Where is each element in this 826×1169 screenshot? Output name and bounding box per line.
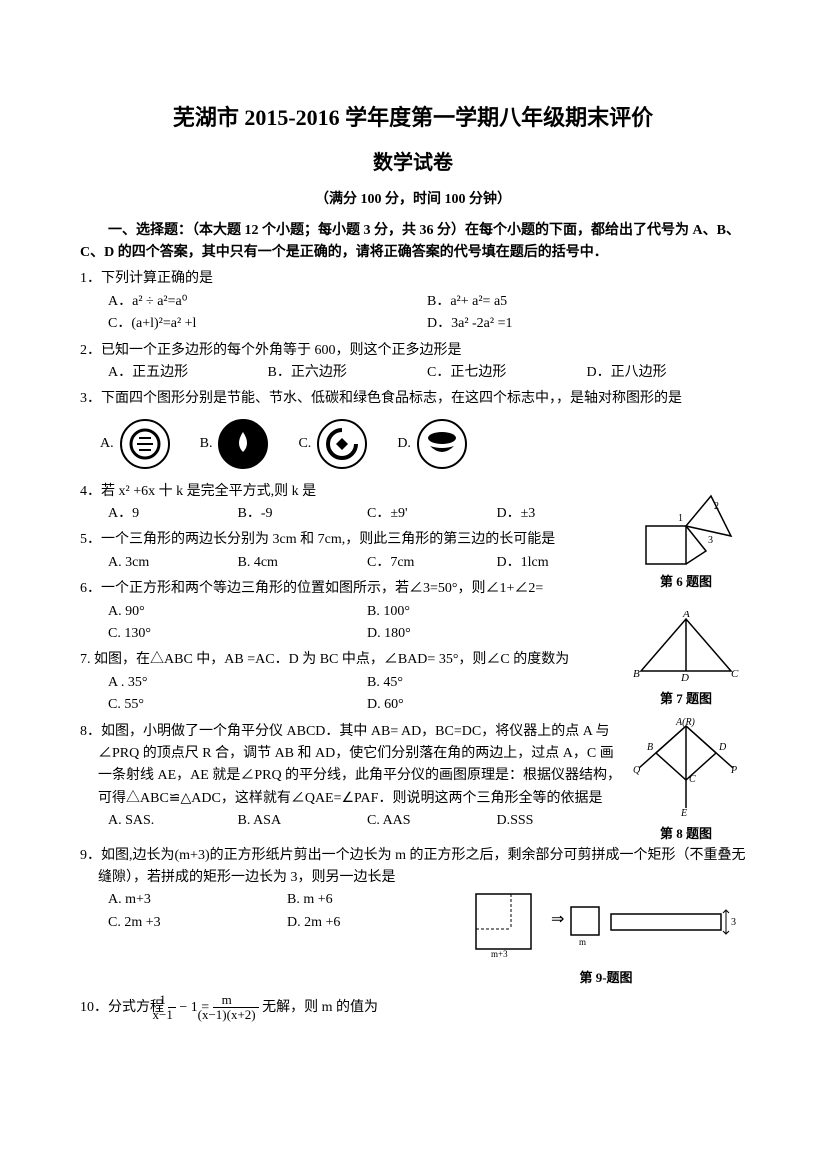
- svg-text:m+3: m+3: [491, 949, 508, 959]
- q6-opt-a: A. 90°: [108, 601, 367, 623]
- q6-stem: 6．一个正方形和两个等边三角形的位置如图所示，若∠3=50°，则∠1+∠2=: [80, 578, 626, 600]
- exam-meta: （满分 100 分，时间 100 分钟）: [80, 189, 746, 211]
- svg-text:3: 3: [708, 535, 713, 546]
- water-saving-icon: [218, 419, 268, 469]
- q4-opt-a: A．9: [108, 503, 238, 525]
- figure-q8: A(R) B D Q P C E 第 8 题图: [626, 718, 746, 845]
- fig9-caption: 第 9-题图: [466, 968, 746, 989]
- page-title: 芜湖市 2015-2016 学年度第一学期八年级期末评价: [80, 100, 746, 135]
- q7-opt-c: C. 55°: [108, 694, 367, 716]
- question-2: 2．已知一个正多边形的每个外角等于 600，则这个正多边形是 A．正五边形 B．…: [80, 340, 746, 385]
- svg-text:C: C: [689, 774, 696, 785]
- q5-opt-a: A. 3cm: [108, 552, 238, 574]
- q4-opt-b: B．-9: [238, 503, 368, 525]
- q7-stem: 7. 如图，在△ABC 中，AB =AC．D 为 BC 中点，∠BAD= 35°…: [80, 649, 626, 671]
- svg-text:⇒: ⇒: [551, 911, 564, 928]
- question-7: 7. 如图，在△ABC 中，AB =AC．D 为 BC 中点，∠BAD= 35°…: [80, 649, 626, 716]
- fig6-caption: 第 6 题图: [626, 572, 746, 593]
- q9-stem: 9．如图,边长为(m+3)的正方形纸片剪出一个边长为 m 的正方形之后，剩余部分…: [80, 845, 746, 890]
- green-food-icon: [417, 419, 467, 469]
- q2-opt-b: B．正六边形: [268, 362, 428, 384]
- q9-opt-b: B. m +6: [287, 889, 466, 911]
- svg-text:Q: Q: [633, 765, 641, 776]
- q4-opt-c: C．±9': [367, 503, 497, 525]
- q3-label-d: D.: [397, 433, 411, 455]
- q6-opt-d: D. 180°: [367, 623, 626, 645]
- q3-label-c: C.: [298, 433, 311, 455]
- q5-opt-c: C．7cm: [367, 552, 497, 574]
- question-1: 1．下列计算正确的是 A．a² ÷ a²=a⁰ B．a²+ a²= a5 C．(…: [80, 268, 746, 335]
- q4-stem: 4．若 x² +6x 十 k 是完全平方式,则 k 是: [80, 481, 626, 503]
- q9-opt-d: D. 2m +6: [287, 912, 466, 934]
- svg-text:3: 3: [731, 917, 736, 928]
- energy-saving-icon: [120, 419, 170, 469]
- low-carbon-icon: [317, 419, 367, 469]
- q7-opt-a: A . 35°: [108, 672, 367, 694]
- q2-opt-a: A．正五边形: [108, 362, 268, 384]
- q8-opt-c: C. AAS: [367, 810, 497, 832]
- figure-q9: m+3 ⇒ m 3 第 9-题图: [466, 889, 746, 988]
- q10-stem: 10．分式方程 1 x−1 − 1 = m (x−1)(x+2) 无解，则 m …: [80, 993, 746, 1023]
- q6-opt-b: B. 100°: [367, 601, 626, 623]
- q1-stem: 1．下列计算正确的是: [80, 268, 746, 290]
- svg-text:A: A: [682, 611, 690, 620]
- svg-text:B: B: [647, 742, 653, 753]
- question-10: 10．分式方程 1 x−1 − 1 = m (x−1)(x+2) 无解，则 m …: [80, 993, 746, 1023]
- svg-text:m: m: [579, 937, 586, 947]
- q9-opt-a: A. m+3: [108, 889, 287, 911]
- q1-opt-b: B．a²+ a²= a5: [427, 291, 746, 313]
- fraction-2: m (x−1)(x+2): [213, 993, 259, 1023]
- section-1-heading: 一、选择题：（本大题 12 个小题；每小题 3 分，共 36 分）在每个小题的下…: [80, 220, 746, 265]
- q5-opt-b: B. 4cm: [238, 552, 368, 574]
- svg-text:D: D: [680, 672, 689, 683]
- svg-text:A(R): A(R): [675, 718, 696, 728]
- q3-label-b: B.: [200, 433, 213, 455]
- fig7-caption: 第 7 题图: [626, 689, 746, 710]
- q3-label-a: A.: [100, 433, 114, 455]
- svg-text:C: C: [731, 668, 739, 680]
- question-4: 4．若 x² +6x 十 k 是完全平方式,则 k 是 A．9 B．-9 C．±…: [80, 481, 626, 526]
- question-5: 5．一个三角形的两边长分别为 3cm 和 7cm,，则此三角形的第三边的长可能是…: [80, 529, 626, 574]
- q3-stem: 3．下面四个图形分别是节能、节水、低碳和绿色食品标志，在这四个标志中，，是轴对称…: [80, 388, 746, 410]
- fraction-1: 1 x−1: [168, 993, 176, 1023]
- q8-stem: 8．如图，小明做了一个角平分仪 ABCD．其中 AB= AD，BC=DC，将仪器…: [80, 721, 626, 811]
- q7-opt-d: D. 60°: [367, 694, 626, 716]
- question-8: 8．如图，小明做了一个角平分仪 ABCD．其中 AB= AD，BC=DC，将仪器…: [80, 721, 626, 833]
- svg-text:1: 1: [678, 513, 683, 524]
- svg-text:B: B: [633, 668, 640, 680]
- svg-text:P: P: [730, 765, 737, 776]
- svg-text:2: 2: [714, 501, 719, 512]
- figure-q6: 1 2 3 第 6 题图: [626, 491, 746, 593]
- question-6: 6．一个正方形和两个等边三角形的位置如图所示，若∠3=50°，则∠1+∠2= A…: [80, 578, 626, 645]
- q8-opt-d: D.SSS: [497, 810, 627, 832]
- fig8-caption: 第 8 题图: [626, 824, 746, 845]
- q9-opt-c: C. 2m +3: [108, 912, 287, 934]
- q8-opt-b: B. ASA: [238, 810, 368, 832]
- question-9: 9．如图,边长为(m+3)的正方形纸片剪出一个边长为 m 的正方形之后，剩余部分…: [80, 845, 746, 989]
- q10-suffix: 无解，则 m 的值为: [262, 1000, 378, 1015]
- q4-opt-d: D．±3: [497, 503, 627, 525]
- svg-text:E: E: [680, 808, 687, 818]
- q2-opt-d: D．正八边形: [587, 362, 747, 384]
- q1-opt-c: C．(a+l)²=a² +l: [108, 313, 427, 335]
- q1-opt-a: A．a² ÷ a²=a⁰: [108, 291, 427, 313]
- q7-opt-b: B. 45°: [367, 672, 626, 694]
- q2-opt-c: C．正七边形: [427, 362, 587, 384]
- q5-opt-d: D．1lcm: [497, 552, 627, 574]
- q8-opt-a: A. SAS.: [108, 810, 238, 832]
- q5-stem: 5．一个三角形的两边长分别为 3cm 和 7cm,，则此三角形的第三边的长可能是: [80, 529, 626, 551]
- figure-q7: A B D C 第 7 题图: [626, 611, 746, 710]
- q2-stem: 2．已知一个正多边形的每个外角等于 600，则这个正多边形是: [80, 340, 746, 362]
- q6-opt-c: C. 130°: [108, 623, 367, 645]
- svg-text:D: D: [718, 742, 727, 753]
- page-subtitle: 数学试卷: [80, 147, 746, 179]
- question-3: 3．下面四个图形分别是节能、节水、低碳和绿色食品标志，在这四个标志中，，是轴对称…: [80, 388, 746, 476]
- q1-opt-d: D．3a² -2a² =1: [427, 313, 746, 335]
